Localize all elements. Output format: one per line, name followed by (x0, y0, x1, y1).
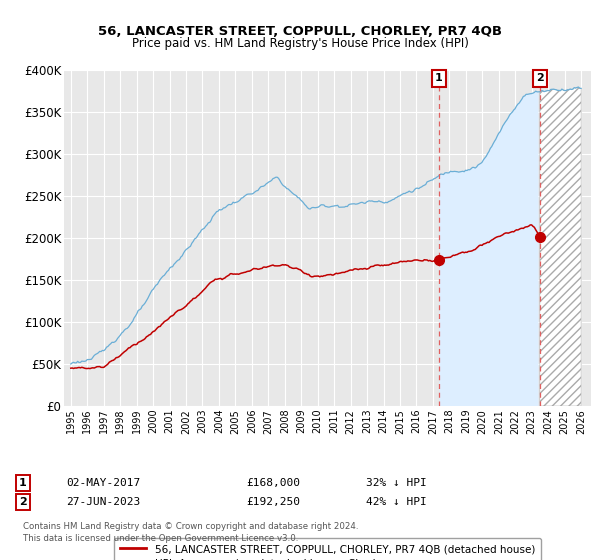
Text: 42% ↓ HPI: 42% ↓ HPI (366, 497, 427, 507)
Text: 32% ↓ HPI: 32% ↓ HPI (366, 478, 427, 488)
Text: 1: 1 (435, 73, 443, 83)
Text: £192,250: £192,250 (246, 497, 300, 507)
Text: Contains HM Land Registry data © Crown copyright and database right 2024.
This d: Contains HM Land Registry data © Crown c… (23, 522, 358, 543)
Text: Price paid vs. HM Land Registry's House Price Index (HPI): Price paid vs. HM Land Registry's House … (131, 37, 469, 50)
Text: 2: 2 (19, 497, 26, 507)
Text: £168,000: £168,000 (246, 478, 300, 488)
Legend: 56, LANCASTER STREET, COPPULL, CHORLEY, PR7 4QB (detached house), HPI: Average p: 56, LANCASTER STREET, COPPULL, CHORLEY, … (114, 538, 541, 560)
Text: 27-JUN-2023: 27-JUN-2023 (66, 497, 140, 507)
Text: 2: 2 (536, 73, 544, 83)
Text: 56, LANCASTER STREET, COPPULL, CHORLEY, PR7 4QB: 56, LANCASTER STREET, COPPULL, CHORLEY, … (98, 25, 502, 38)
Text: 02-MAY-2017: 02-MAY-2017 (66, 478, 140, 488)
Text: 1: 1 (19, 478, 26, 488)
